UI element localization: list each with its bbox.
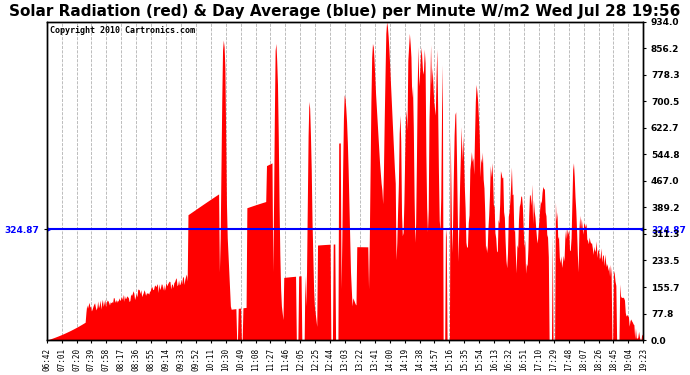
Text: Copyright 2010 Cartronics.com: Copyright 2010 Cartronics.com — [50, 27, 195, 36]
Title: Solar Radiation (red) & Day Average (blue) per Minute W/m2 Wed Jul 28 19:56: Solar Radiation (red) & Day Average (blu… — [9, 4, 681, 19]
